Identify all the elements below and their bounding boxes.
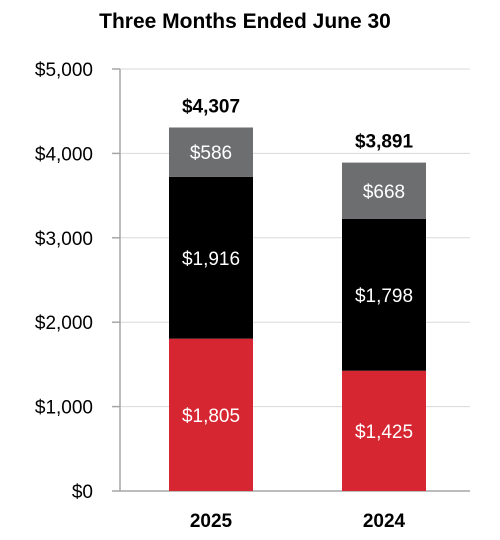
- chart-title: Three Months Ended June 30: [99, 10, 391, 33]
- total-value-label: $3,891: [355, 132, 414, 153]
- segment-value-label: $668: [363, 182, 405, 203]
- y-tick-label: $2,000: [35, 313, 93, 334]
- total-value-label: $4,307: [182, 96, 240, 117]
- segment-value-label: $1,805: [182, 406, 240, 427]
- y-tick-label: $4,000: [35, 144, 93, 165]
- bar-segment: [342, 218, 426, 371]
- x-category-label: 2024: [363, 511, 406, 532]
- bars: [169, 127, 426, 491]
- x-category-label: 2025: [190, 511, 233, 532]
- bar-segment: [342, 162, 426, 219]
- segment-value-label: $586: [190, 143, 232, 164]
- segment-value-label: $1,798: [355, 286, 413, 307]
- bar-segment: [169, 338, 253, 491]
- y-tick-label: $3,000: [35, 229, 93, 250]
- bar-segment: [169, 176, 253, 339]
- y-tick-label: $1,000: [35, 398, 93, 419]
- y-tick-label: $5,000: [35, 60, 93, 81]
- bar-segment: [169, 127, 253, 177]
- segment-value-label: $1,425: [355, 422, 413, 443]
- segment-value-label: $1,916: [182, 249, 240, 270]
- labels: $1,805 $1,916 $586 $4,307 2025 $1,425 $1,798 $6…: [182, 96, 414, 532]
- y-tick-label: $0: [72, 482, 93, 503]
- bar-segment: [342, 370, 426, 491]
